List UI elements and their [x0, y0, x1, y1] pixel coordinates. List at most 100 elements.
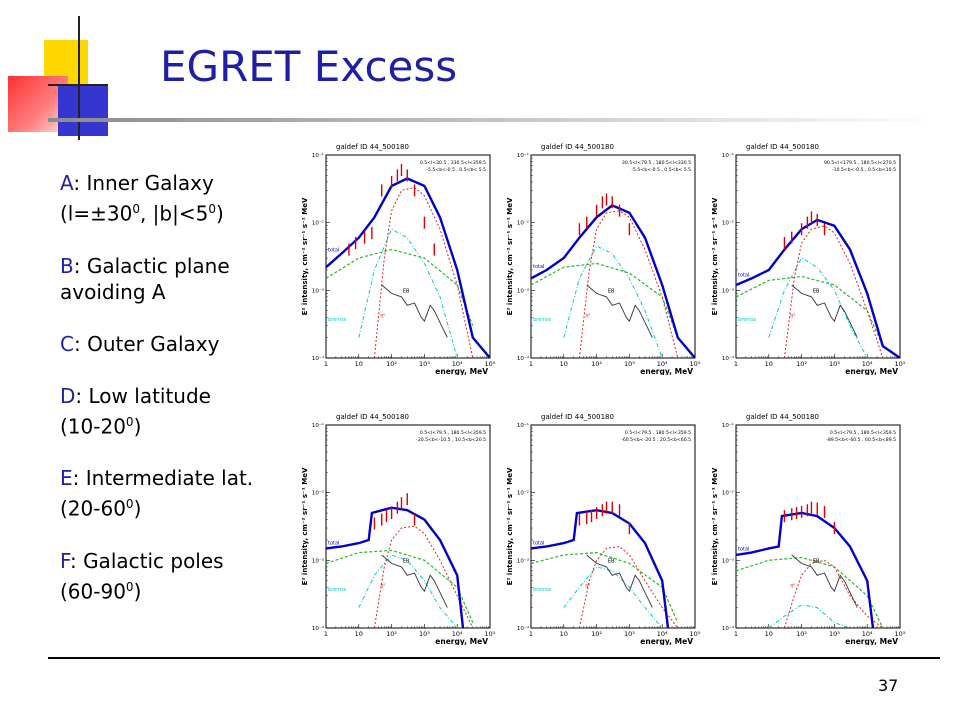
region-label: -10.5<b<-0.5 , 0.5<b<10.5 [832, 167, 896, 173]
curve-label: EB [813, 288, 820, 294]
y-tick-label: 10⁻⁴ [312, 625, 325, 632]
plot-frame [735, 424, 901, 629]
series-line-eb [791, 284, 858, 338]
series-line-pi0 [783, 225, 884, 358]
y-tick-label: 10⁻¹ [312, 422, 324, 429]
x-tick-label: 1 [734, 630, 738, 638]
degree-mark: 0 [125, 414, 134, 429]
x-tick-label: 10³ [419, 630, 430, 638]
degree-mark: 0 [132, 202, 140, 216]
legend-text: avoiding A [60, 279, 166, 304]
spectrum-panel-f: galdef ID 44_500180 0.5<l<79.5 , 180.5<l<… [710, 403, 910, 645]
curve-label: bremss [738, 317, 757, 323]
x-axis-label: energy, MeV [640, 637, 693, 645]
curve-label: total [738, 272, 749, 278]
x-tick-label: 10² [386, 360, 397, 368]
x-tick-label: 10³ [829, 360, 840, 368]
x-tick-label: 10⁴ [862, 630, 873, 638]
legend-text: ) [133, 579, 142, 604]
region-legend: A: Inner Galaxy (l=±300, |b|<50) B: Gala… [60, 170, 290, 631]
curve-label: π⁰ [790, 313, 795, 319]
x-tick-label: 10 [765, 360, 773, 368]
legend-key-f: F [60, 548, 70, 573]
region-label: 0.5<l<79.5 , 180.5<l<359.5 [625, 430, 691, 436]
x-tick-label: 10³ [419, 360, 430, 368]
legend-key-d: D [60, 383, 76, 408]
legend-text: , |b|<5 [139, 201, 209, 226]
y-tick-label: 10⁻¹ [722, 152, 734, 159]
series-line-bremss [563, 245, 663, 358]
x-tick-label: 10 [560, 360, 568, 368]
plot-frame [325, 424, 491, 629]
y-axis-label: E² intensity, cm⁻² sr⁻¹ s⁻¹ MeV [711, 467, 719, 585]
curve-label: π⁰ [585, 583, 590, 589]
region-label: -5.5<b<-0.5 , 0.5<b< 5.5 [631, 167, 691, 173]
panel-header: galdef ID 44_500180 [746, 143, 819, 151]
decor-vertical-line [78, 16, 80, 140]
y-axis-label: E² intensity, cm⁻² sr⁻¹ s⁻¹ MeV [711, 197, 719, 315]
series-line-ics [736, 275, 884, 347]
x-axis-label: energy, MeV [845, 367, 898, 375]
series-line-eb [381, 554, 448, 608]
panel-header: galdef ID 44_500180 [746, 413, 819, 421]
plot-frame [530, 154, 696, 359]
x-tick-label: 10⁴ [657, 360, 668, 368]
region-label: -5.5<b<-0.5 , 0.5<b< 5.5 [426, 167, 486, 173]
series-line-ics [531, 262, 679, 338]
x-tick-label: 10³ [624, 630, 635, 638]
x-axis-label: energy, MeV [435, 637, 488, 645]
degree-mark: 0 [208, 202, 216, 216]
legend-text: (l=±30 [60, 201, 133, 226]
x-axis-label: energy, MeV [845, 637, 898, 645]
series-line-pi0 [373, 525, 474, 628]
legend-text: (60-90 [60, 579, 126, 604]
legend-key-c: C [60, 331, 74, 356]
legend-entry-b: B: Galactic plane avoiding A [60, 253, 230, 304]
curve-label: total [533, 541, 544, 547]
y-tick-label: 10⁻² [312, 490, 324, 497]
legend-entry-d: D: Low latitude (10-200) [60, 383, 211, 439]
x-tick-label: 10⁵ [895, 630, 906, 638]
x-tick-label: 10⁵ [690, 630, 701, 638]
legend-entry-a: A: Inner Galaxy (l=±300, |b|<50) [60, 171, 224, 226]
curve-label: π⁰ [790, 583, 795, 589]
curve-label: EB [403, 288, 410, 294]
x-tick-label: 10³ [624, 360, 635, 368]
x-tick-label: 10² [591, 360, 602, 368]
curve-label: EB [608, 288, 615, 294]
footer-rule [48, 657, 940, 659]
y-tick-label: 10⁻⁴ [312, 355, 325, 362]
legend-key-b: B [60, 253, 74, 278]
plot-frame [325, 154, 491, 359]
y-tick-label: 10⁻¹ [517, 422, 529, 429]
x-tick-label: 10⁴ [452, 630, 463, 638]
curve-label: EB [403, 558, 410, 564]
curve-label: bremss [328, 317, 347, 323]
y-tick-label: 10⁻⁴ [517, 355, 530, 362]
x-tick-label: 10⁴ [452, 360, 463, 368]
curve-label: total [738, 547, 749, 553]
x-tick-label: 10² [591, 630, 602, 638]
curve-label: bremss [328, 587, 347, 593]
spectrum-chart: galdef ID 44_500180 0.5<l<30.5 , 330.5<l<… [301, 143, 496, 375]
x-tick-label: 1 [529, 360, 533, 368]
degree-mark: 0 [125, 579, 134, 594]
y-tick-label: 10⁻³ [312, 557, 324, 564]
title-underline [48, 118, 940, 122]
region-label: -60.5<b<-20.5 , 20.5<b<60.5 [621, 437, 691, 443]
legend-text: Low latitude [88, 383, 211, 408]
legend-entry-e: E: Intermediate lat. (20-600) [60, 466, 254, 521]
spectrum-panel-e: galdef ID 44_500180 0.5<l<79.5 , 180.5<l<… [505, 403, 705, 645]
x-axis-label: energy, MeV [640, 367, 693, 375]
panel-header: galdef ID 44_500180 [541, 143, 614, 151]
curve-label: total [328, 541, 339, 547]
panel-header: galdef ID 44_500180 [541, 413, 614, 421]
x-tick-label: 1 [734, 360, 738, 368]
curve-label: total [533, 264, 544, 270]
y-tick-label: 10⁻² [517, 490, 529, 497]
region-label: 30.5<l<79.5 , 180.5<l<330.5 [622, 160, 691, 166]
legend-text: Outer Galaxy [87, 331, 220, 356]
y-tick-label: 10⁻³ [312, 287, 324, 294]
panel-header: galdef ID 44_500180 [336, 143, 409, 151]
series-line-pi0 [783, 559, 884, 628]
